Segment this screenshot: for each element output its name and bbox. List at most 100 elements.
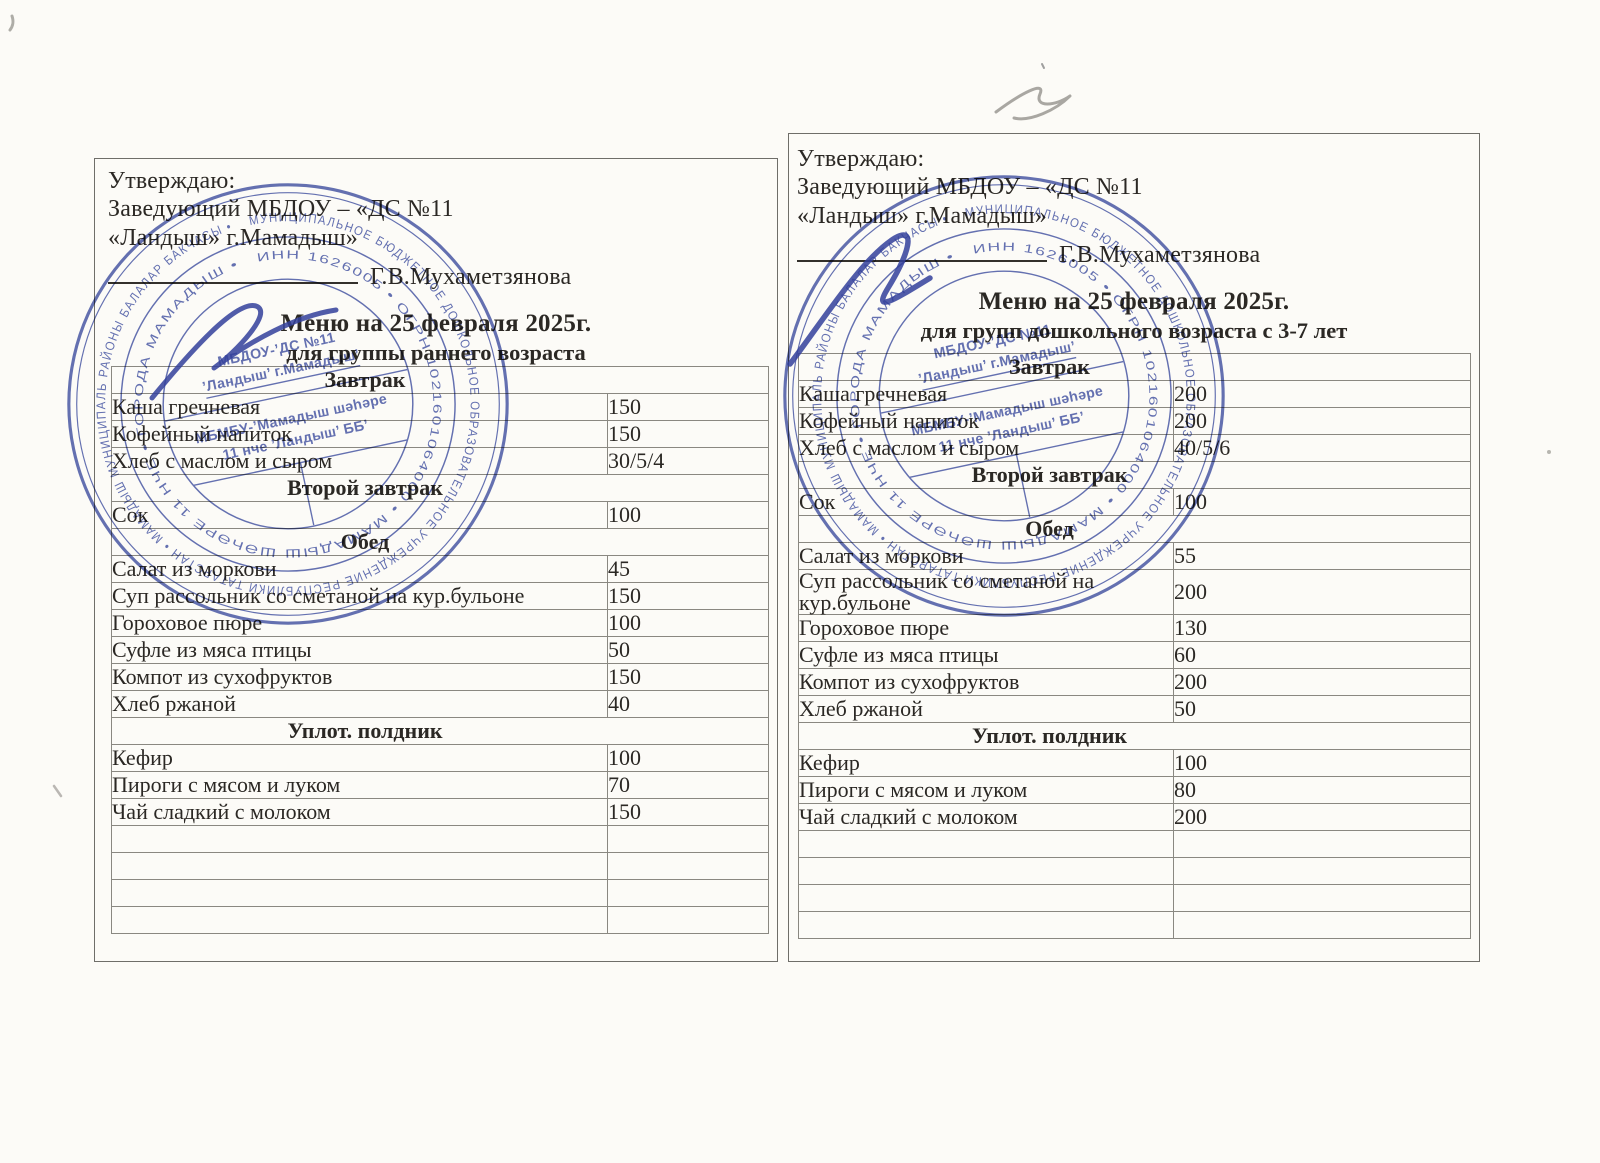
section-header-row: Уплот. полдник — [798, 722, 1471, 750]
dish-name-cell: Каша гречневая — [111, 393, 608, 421]
section-header-row: Завтрак — [798, 353, 1471, 381]
approval-block: Утверждаю: Заведующий МБДОУ – «ДС №11 «Л… — [108, 167, 777, 291]
approval-line-approve: Утверждаю: — [797, 146, 925, 172]
portion-cell: 80 — [1173, 776, 1471, 804]
dish-name-cell — [798, 884, 1174, 912]
section-header: Второй завтрак — [798, 461, 1471, 489]
dish-name-cell — [111, 906, 608, 934]
empty-row — [111, 852, 769, 880]
dish-name-cell: Хлеб с маслом и сыром — [111, 447, 608, 475]
section-header-row: Обед — [111, 528, 769, 556]
portion-cell: 150 — [607, 798, 769, 826]
approval-line-approve: Утверждаю: — [108, 168, 236, 194]
menu-item-row: Салат из моркови 55 — [798, 542, 1471, 570]
menu-item-row: Компот из сухофруктов 200 — [798, 668, 1471, 696]
portion-cell — [607, 852, 769, 880]
dish-name-cell: Суфле из мяса птицы — [111, 636, 608, 664]
approval-line-position: Заведующий МБДОУ – «ДС №11 — [797, 174, 1143, 201]
dish-name-cell: Хлеб ржаной — [111, 690, 608, 718]
portion-cell: 150 — [607, 582, 769, 610]
empty-row — [111, 906, 769, 934]
portion-cell: 150 — [607, 663, 769, 691]
dish-name-cell — [798, 911, 1174, 939]
portion-cell: 150 — [607, 420, 769, 448]
menu-item-row: Чай сладкий с молоком 150 — [111, 798, 769, 826]
portion-cell — [607, 906, 769, 934]
menu-item-row: Пироги с мясом и луком 70 — [111, 771, 769, 799]
menu-item-row: Компот из сухофруктов 150 — [111, 663, 769, 691]
menu-item-row: Гороховое пюре 100 — [111, 609, 769, 637]
approval-block: Утверждаю: Заведующий МБДОУ – «ДС №11 «Л… — [797, 145, 1479, 269]
dish-name-cell: Пироги с мясом и луком — [111, 771, 608, 799]
portion-cell: 40/5/6 — [1173, 434, 1471, 462]
menu-item-row: Кефир 100 — [798, 749, 1471, 777]
portion-cell: 70 — [607, 771, 769, 799]
menu-item-row: Каша гречневая 200 — [798, 380, 1471, 408]
dish-name-cell: Компот из сухофруктов — [111, 663, 608, 691]
signature-line: Г.В.Мухаметзянова — [797, 235, 1479, 270]
dish-name-cell: Хлеб ржаной — [798, 695, 1174, 723]
menu-table-preschool: Завтрак Каша гречневая 200 Кофейный напиток… — [798, 353, 1471, 939]
menu-item-row: Суфле из мяса птицы 50 — [111, 636, 769, 664]
menu-item-row: Пироги с мясом и луком 80 — [798, 776, 1471, 804]
section-header: Уплот. полдник — [111, 717, 769, 745]
portion-cell — [1173, 911, 1471, 939]
portion-cell: 200 — [1173, 407, 1471, 435]
portion-cell: 200 — [1173, 803, 1471, 831]
dish-name-cell: Чай сладкий с молоком — [798, 803, 1174, 831]
dish-name-cell: Гороховое пюре — [111, 609, 608, 637]
approval-line-org: «Ландыш» г.Мамадыш» — [797, 202, 1048, 229]
portion-cell: 60 — [1173, 641, 1471, 669]
dish-name-cell: Сок — [111, 501, 608, 529]
dish-name-cell: Кефир — [111, 744, 608, 772]
dish-name-cell — [798, 830, 1174, 858]
dish-name-cell: Каша гречневая — [798, 380, 1174, 408]
portion-cell: 100 — [1173, 749, 1471, 777]
menu-item-row: Суп рассольник со сметаной на кур.бульон… — [111, 582, 769, 610]
section-header: Обед — [111, 528, 769, 556]
dish-name-cell: Салат из моркови — [798, 542, 1174, 570]
dish-name-cell: Суп рассольник со сметаной на кур.бульон… — [798, 569, 1174, 615]
dish-name-cell: Сок — [798, 488, 1174, 516]
section-header-row: Обед — [798, 515, 1471, 543]
dish-name-cell: Кофейный напиток — [111, 420, 608, 448]
menu-item-row: Хлеб ржаной 50 — [798, 695, 1471, 723]
approval-line-org: «Ландыш» г.Мамадыш» — [108, 224, 359, 251]
menu-title: Меню на 25 февраля 2025г. — [280, 310, 592, 338]
empty-row — [111, 879, 769, 907]
menu-item-row: Сок 100 — [111, 501, 769, 529]
menu-item-row: Кефир 100 — [111, 744, 769, 772]
section-header: Второй завтрак — [111, 474, 769, 502]
scan-speck — [52, 784, 63, 798]
portion-cell: 150 — [607, 393, 769, 421]
empty-row — [798, 911, 1471, 939]
portion-cell: 55 — [1173, 542, 1471, 570]
menu-item-row: Суп рассольник со сметаной на кур.бульон… — [798, 569, 1471, 615]
portion-cell: 200 — [1173, 380, 1471, 408]
dish-name-cell: Чай сладкий с молоком — [111, 798, 608, 826]
scan-speck — [8, 14, 15, 32]
dish-name-cell — [111, 852, 608, 880]
title-block: Меню на 25 февраля 2025г. для группы ран… — [95, 309, 777, 366]
menu-item-row: Хлеб с маслом и сыром 40/5/6 — [798, 434, 1471, 462]
section-header-row: Уплот. полдник — [111, 717, 769, 745]
portion-cell: 100 — [1173, 488, 1471, 516]
portion-cell: 100 — [607, 744, 769, 772]
page-early-age-menu: Утверждаю: Заведующий МБДОУ – «ДС №11 «Л… — [94, 158, 778, 962]
menu-subtitle: для групп дошкольного возраста с 3-7 лет — [920, 318, 1348, 344]
portion-cell: 30/5/4 — [607, 447, 769, 475]
scan-speck — [1547, 450, 1551, 454]
portion-cell: 130 — [1173, 614, 1471, 642]
portion-cell: 100 — [607, 609, 769, 637]
menu-item-row: Кофейный напиток 150 — [111, 420, 769, 448]
section-header-row: Второй завтрак — [111, 474, 769, 502]
dish-name-cell — [111, 879, 608, 907]
portion-cell: 200 — [1173, 668, 1471, 696]
dish-name-cell: Салат из моркови — [111, 555, 608, 583]
dish-name-cell: Пироги с мясом и луком — [798, 776, 1174, 804]
signature-name: Г.В.Мухаметзянова — [1059, 242, 1261, 269]
portion-cell: 50 — [1173, 695, 1471, 723]
dish-name-cell: Кофейный напиток — [798, 407, 1174, 435]
menu-item-row: Гороховое пюре 130 — [798, 614, 1471, 642]
